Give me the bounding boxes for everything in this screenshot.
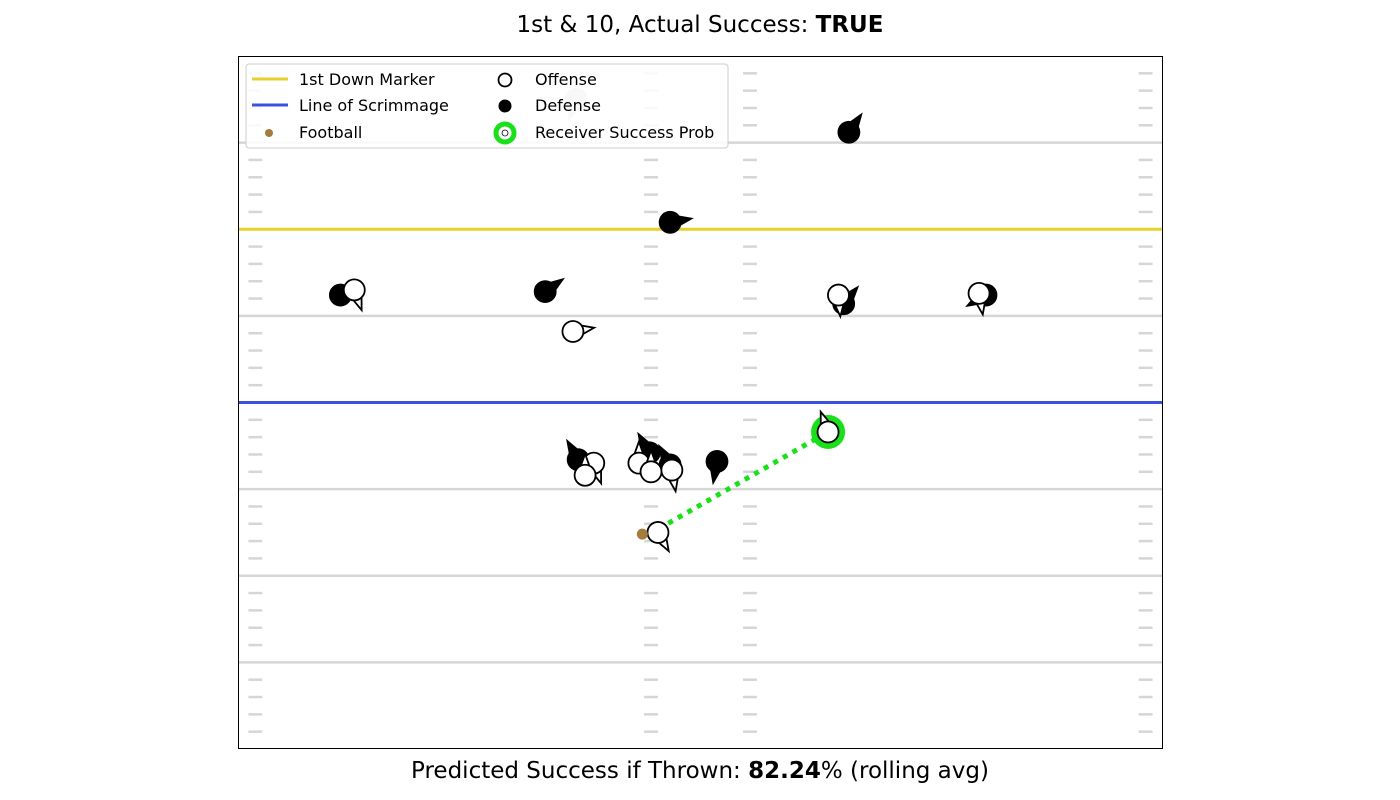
predicted-success-caption: Predicted Success if Thrown: 82.24% (rol… xyxy=(0,758,1400,784)
offense-player xyxy=(573,451,597,487)
offense-player xyxy=(816,409,840,444)
predicted-success-value: 82.24 xyxy=(748,758,821,784)
chart-title: 1st & 10, Actual Success: TRUE xyxy=(0,12,1400,38)
offense-player-dot xyxy=(342,278,366,302)
legend-receiver-label: Receiver Success Prob xyxy=(535,123,714,142)
legend-offense-swatch xyxy=(497,72,513,88)
defense-player xyxy=(658,210,694,234)
legend-box xyxy=(245,63,729,149)
defense-player-dot xyxy=(658,210,682,234)
football xyxy=(636,528,648,540)
offense-player-dot xyxy=(660,458,684,482)
offense-player-dot xyxy=(573,463,597,487)
legend-defense-swatch xyxy=(498,99,512,113)
chart-title-prefix: 1st & 10, Actual Success: xyxy=(516,12,816,38)
offense-player xyxy=(342,278,366,313)
legend-offense-label: Offense xyxy=(535,70,597,89)
offense-player-dot xyxy=(646,521,670,544)
legend: 1st Down Marker Line of Scrimmage Footba… xyxy=(245,63,729,149)
offense-player xyxy=(967,281,991,318)
offense-player-dot xyxy=(816,420,840,444)
offense-player-dot xyxy=(639,460,663,484)
offense-player xyxy=(827,283,850,320)
chart-title-value: TRUE xyxy=(815,12,884,38)
legend-los-label: Line of Scrimmage xyxy=(299,96,449,115)
pass-line xyxy=(648,429,830,537)
offense-player xyxy=(561,320,597,343)
defense-player-dot xyxy=(533,280,557,304)
predicted-success-suffix: % (rolling avg) xyxy=(820,758,989,784)
defense-player xyxy=(533,277,565,304)
legend-football-swatch xyxy=(265,129,273,137)
predicted-success-prefix: Predicted Success if Thrown: xyxy=(411,758,749,784)
plot-frame xyxy=(238,56,1163,749)
offense-player xyxy=(646,521,671,554)
offense-player xyxy=(660,458,684,494)
offense-player-dot xyxy=(967,281,991,305)
legend-first-down-label: 1st Down Marker xyxy=(299,70,435,89)
defense-player xyxy=(705,450,729,486)
defense-player-dot xyxy=(837,120,861,144)
receiver-success-ring xyxy=(811,414,846,449)
offense-player-dot xyxy=(561,320,585,343)
legend-defense-label: Defense xyxy=(535,96,601,115)
offense-player-dot xyxy=(827,283,850,307)
legend-receiver-swatch-dot xyxy=(501,129,509,137)
defense-player-dot xyxy=(705,450,729,473)
legend-football-label: Football xyxy=(299,123,362,142)
defense-player xyxy=(837,112,863,144)
